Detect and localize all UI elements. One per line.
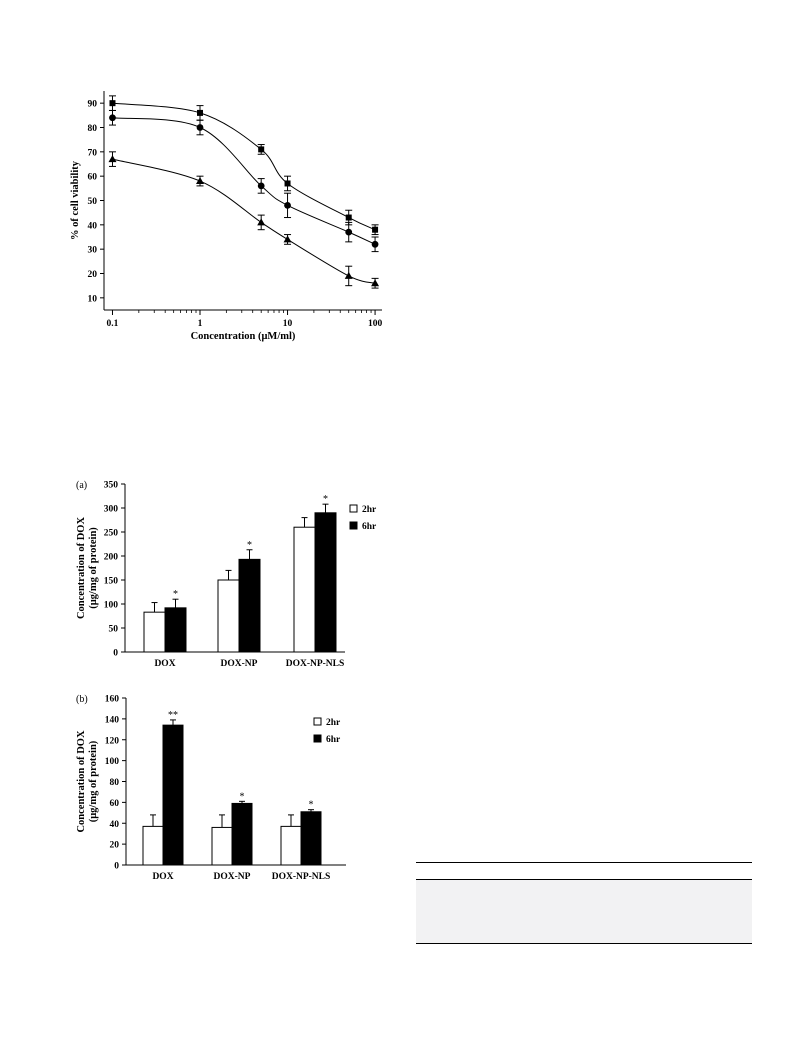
- data-point-triangle: [257, 218, 266, 226]
- x-tick-label: 10: [283, 319, 293, 329]
- category-label: DOX-NP-NLS: [272, 872, 331, 882]
- y-tick-label: 250: [104, 529, 119, 539]
- y-tick-label: 10: [88, 294, 98, 304]
- legend-swatch: [349, 521, 358, 530]
- category-label: DOX: [152, 872, 173, 882]
- y-tick-label: 60: [88, 173, 98, 183]
- table-top-rule: [416, 862, 752, 863]
- data-point-circle: [371, 240, 379, 248]
- data-point-circle: [284, 201, 291, 209]
- y-tick-label: 100: [105, 757, 120, 767]
- category-label: DOX: [154, 659, 175, 669]
- table-header-rule: [416, 879, 752, 880]
- y-tick-label: 50: [88, 197, 98, 207]
- y-tick-label: 120: [105, 736, 120, 746]
- bar: [280, 825, 302, 866]
- data-point-triangle: [344, 271, 353, 279]
- y-tick-label: 300: [104, 505, 119, 515]
- y-tick-label: 160: [105, 695, 120, 705]
- y-tick-label: 90: [88, 100, 98, 110]
- table-bottom-rule: [416, 943, 752, 944]
- y-tick-label: 60: [110, 799, 120, 809]
- significance-marker: *: [309, 800, 314, 811]
- category-label: DOX-NP-NLS: [286, 659, 345, 669]
- bar: [211, 826, 233, 866]
- y-tick-label: 0: [114, 862, 119, 872]
- y-tick-label: 100: [104, 601, 119, 611]
- table-body: [416, 880, 752, 943]
- significance-marker: *: [323, 494, 328, 505]
- legend-swatch: [349, 504, 358, 513]
- category-label: DOX-NP: [221, 659, 258, 669]
- data-point-triangle: [283, 235, 292, 243]
- legend-label: 2hr: [362, 505, 377, 515]
- y-tick-label: 20: [110, 841, 120, 851]
- y-axis-label: Concentration of DOX(μg/mg of protein): [76, 730, 99, 832]
- y-tick-label: 80: [88, 124, 98, 134]
- x-tick-label: 1: [198, 319, 203, 329]
- data-point-triangle: [108, 155, 117, 163]
- panel-label: (b): [76, 694, 88, 705]
- bar: [231, 802, 253, 866]
- category-label: DOX-NP: [214, 872, 251, 882]
- legend-label: 6hr: [362, 522, 377, 532]
- bar: [162, 724, 184, 866]
- data-point-circle: [345, 228, 353, 236]
- data-point-square: [372, 226, 379, 233]
- y-tick-label: 50: [109, 625, 119, 635]
- significance-marker: **: [168, 710, 178, 721]
- x-tick-label: 100: [368, 319, 383, 329]
- y-tick-label: 140: [105, 715, 120, 725]
- data-point-triangle: [371, 279, 380, 287]
- data-point-square: [258, 146, 265, 153]
- y-tick-label: 150: [104, 577, 119, 587]
- legend-label: 2hr: [326, 718, 341, 728]
- significance-marker: *: [173, 589, 178, 600]
- y-tick-label: 200: [104, 553, 119, 563]
- data-point-square: [345, 214, 352, 221]
- panel-label: (a): [76, 480, 87, 491]
- data-point-square: [284, 180, 291, 187]
- y-tick-label: 350: [104, 481, 119, 491]
- data-point-square: [197, 109, 204, 116]
- data-point-circle: [257, 182, 265, 190]
- y-tick-label: 80: [110, 778, 120, 788]
- y-tick-label: 40: [88, 221, 98, 231]
- y-axis-label: Concentration of DOX(μg/mg of protein): [76, 517, 99, 619]
- y-tick-label: 20: [88, 270, 98, 280]
- bar: [300, 811, 322, 866]
- legend-swatch: [313, 717, 322, 726]
- data-point-triangle: [196, 177, 205, 185]
- bar: [142, 825, 164, 866]
- data-point-square: [109, 100, 116, 107]
- data-point-circle: [196, 124, 204, 131]
- y-tick-label: 30: [88, 246, 98, 256]
- data-point-circle: [109, 114, 116, 122]
- significance-marker: *: [240, 791, 245, 802]
- y-axis-label: % of cell viability: [70, 160, 81, 240]
- legend-swatch: [313, 734, 322, 743]
- y-tick-label: 70: [88, 148, 98, 158]
- significance-marker: *: [247, 540, 252, 551]
- y-tick-label: 40: [110, 820, 120, 830]
- legend-label: 6hr: [326, 735, 341, 745]
- x-axis-label: Concentration (μM/ml): [191, 331, 296, 342]
- y-tick-label: 0: [113, 649, 118, 659]
- x-tick-label: 0.1: [107, 319, 119, 329]
